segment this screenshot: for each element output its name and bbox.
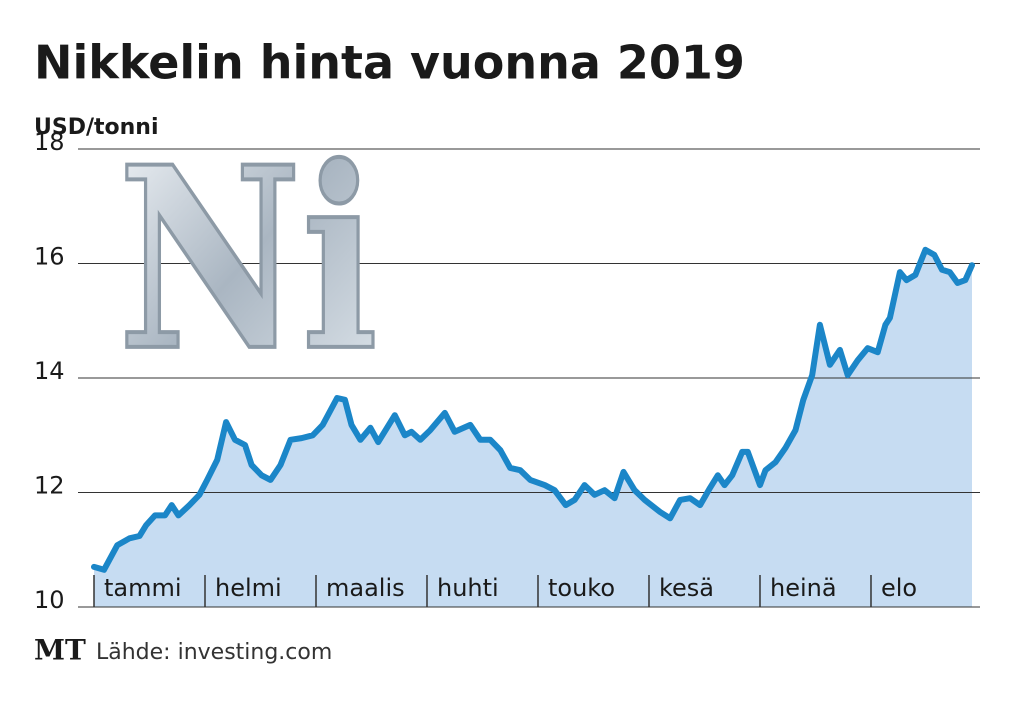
- y-tick-label: 16: [34, 243, 65, 271]
- x-tick-label: maalis: [326, 574, 405, 602]
- x-tick-label: elo: [881, 574, 917, 602]
- y-tick-label: 14: [34, 357, 65, 385]
- x-tick-label: heinä: [770, 574, 837, 602]
- y-tick-label: 18: [34, 128, 65, 156]
- x-tick-label: kesä: [659, 574, 714, 602]
- x-tick-label: tammi: [104, 574, 182, 602]
- area: [94, 249, 972, 608]
- y-tick-label: 10: [34, 586, 65, 614]
- source: Lähde: investing.com: [96, 640, 332, 665]
- chart-title: Nikkelin hinta vuonna 2019: [34, 36, 745, 90]
- line: [91, 246, 975, 573]
- y-axis-label: USD/tonni: [34, 115, 159, 140]
- x-tick-label: helmi: [215, 574, 282, 602]
- logo: MT: [34, 634, 86, 667]
- x-tick-label: huhti: [437, 574, 499, 602]
- plot-area: 10 12 14 16 18 tammi helmi maalis huhti touko kesä…: [34, 128, 980, 614]
- y-tick-label: 12: [34, 472, 65, 500]
- x-tick-label: touko: [548, 574, 615, 602]
- nickel-symbol: Ni: [118, 112, 378, 406]
